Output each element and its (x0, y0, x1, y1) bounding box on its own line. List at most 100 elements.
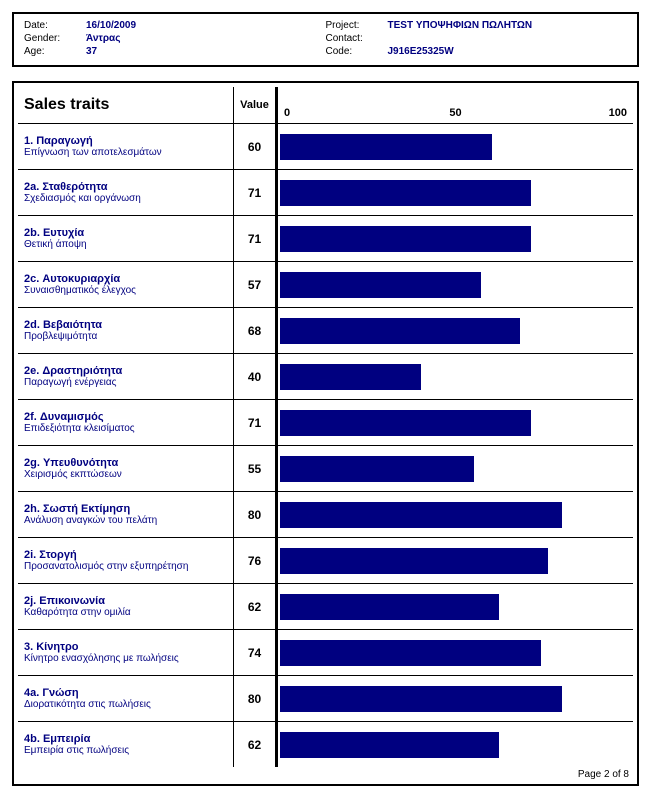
trait-row: 1. ΠαραγωγήΕπίγνωση των αποτελεσμάτων60 (18, 123, 633, 169)
trait-label: 3. ΚίνητροΚίνητρο ενασχόλησης με πωλήσει… (18, 630, 234, 675)
trait-row: 2a. ΣταθερότηταΣχεδιασμός και οργάνωση71 (18, 169, 633, 215)
trait-bar-cell (278, 124, 633, 169)
value-column-header: Value (234, 87, 278, 123)
trait-title: 2e. Δραστηριότητα (24, 365, 227, 377)
trait-bar-cell (278, 722, 633, 767)
trait-value: 62 (234, 722, 278, 767)
trait-title: 2b. Ευτυχία (24, 227, 227, 239)
gender-label: Gender: (24, 33, 86, 44)
trait-subtitle: Προσανατολισμός στην εξυπηρέτηση (24, 561, 227, 572)
trait-row: 2i. ΣτοργήΠροσανατολισμός στην εξυπηρέτη… (18, 537, 633, 583)
trait-bar (280, 502, 562, 528)
scale-max: 100 (609, 107, 627, 119)
trait-row: 2c. ΑυτοκυριαρχίαΣυναισθηματικός έλεγχος… (18, 261, 633, 307)
project-value: TEST ΥΠΟΨΗΦΙΩΝ ΠΩΛΗΤΩΝ (388, 20, 533, 31)
trait-title: 2d. Βεβαιότητα (24, 319, 227, 331)
trait-title: 2g. Υπευθυνότητα (24, 457, 227, 469)
trait-value: 68 (234, 308, 278, 353)
trait-subtitle: Επιδεξιότητα κλεισίματος (24, 423, 227, 434)
trait-bar (280, 180, 531, 206)
trait-label: 2i. ΣτοργήΠροσανατολισμός στην εξυπηρέτη… (18, 538, 234, 583)
trait-title: 1. Παραγωγή (24, 135, 227, 147)
trait-bar (280, 548, 548, 574)
trait-row: 2h. Σωστή ΕκτίμησηΑνάλυση αναγκών του πε… (18, 491, 633, 537)
trait-subtitle: Σχεδιασμός και οργάνωση (24, 193, 227, 204)
trait-row: 3. ΚίνητροΚίνητρο ενασχόλησης με πωλήσει… (18, 629, 633, 675)
trait-row: 4a. ΓνώσηΔιορατικότητα στις πωλήσεις80 (18, 675, 633, 721)
trait-value: 74 (234, 630, 278, 675)
trait-bar-cell (278, 308, 633, 353)
trait-bar (280, 272, 481, 298)
trait-label: 1. ΠαραγωγήΕπίγνωση των αποτελεσμάτων (18, 124, 234, 169)
scale-min: 0 (284, 107, 290, 119)
trait-bar (280, 318, 520, 344)
trait-label: 2f. ΔυναμισμόςΕπιδεξιότητα κλεισίματος (18, 400, 234, 445)
info-row: Date: 16/10/2009 Gender: Άντρας Age: 37 … (24, 20, 627, 57)
trait-label: 4a. ΓνώσηΔιορατικότητα στις πωλήσεις (18, 676, 234, 721)
trait-value: 71 (234, 216, 278, 261)
trait-label: 2e. ΔραστηριότηταΠαραγωγή ενέργειας (18, 354, 234, 399)
trait-bar (280, 640, 541, 666)
contact-label: Contact: (326, 33, 388, 44)
code-label: Code: (326, 46, 388, 57)
table-header-row: Sales traits Value 0 50 100 (18, 87, 633, 123)
trait-subtitle: Εμπειρία στις πωλήσεις (24, 745, 227, 756)
trait-label: 2a. ΣταθερότηταΣχεδιασμός και οργάνωση (18, 170, 234, 215)
traits-body: 1. ΠαραγωγήΕπίγνωση των αποτελεσμάτων602… (18, 123, 633, 767)
trait-row: 2b. ΕυτυχίαΘετική άποψη71 (18, 215, 633, 261)
trait-bar-cell (278, 216, 633, 261)
trait-subtitle: Θετική άποψη (24, 239, 227, 250)
trait-bar (280, 410, 531, 436)
trait-value: 76 (234, 538, 278, 583)
trait-label: 2b. ΕυτυχίαΘετική άποψη (18, 216, 234, 261)
trait-row: 2d. ΒεβαιότηταΠροβλεψιμότητα68 (18, 307, 633, 353)
trait-subtitle: Επίγνωση των αποτελεσμάτων (24, 147, 227, 158)
trait-subtitle: Ανάλυση αναγκών του πελάτη (24, 515, 227, 526)
trait-value: 80 (234, 492, 278, 537)
trait-title: 2f. Δυναμισμός (24, 411, 227, 423)
trait-bar (280, 134, 492, 160)
trait-title: 4b. Εμπειρία (24, 733, 227, 745)
traits-table: Sales traits Value 0 50 100 1. ΠαραγωγήΕ… (12, 81, 639, 786)
trait-title: 4a. Γνώση (24, 687, 227, 699)
trait-bar (280, 456, 474, 482)
trait-label: 4b. ΕμπειρίαΕμπειρία στις πωλήσεις (18, 722, 234, 767)
trait-label: 2g. ΥπευθυνότηταΧειρισμός εκπτώσεων (18, 446, 234, 491)
trait-title: 2c. Αυτοκυριαρχία (24, 273, 227, 285)
trait-subtitle: Προβλεψιμότητα (24, 331, 227, 342)
trait-subtitle: Καθαρότητα στην ομιλία (24, 607, 227, 618)
trait-bar (280, 226, 531, 252)
trait-bar-cell (278, 446, 633, 491)
code-value: J916E25325W (388, 46, 454, 57)
trait-value: 57 (234, 262, 278, 307)
trait-value: 71 (234, 170, 278, 215)
trait-title: 2h. Σωστή Εκτίμηση (24, 503, 227, 515)
trait-title: 3. Κίνητρο (24, 641, 227, 653)
trait-row: 2g. ΥπευθυνότηταΧειρισμός εκπτώσεων55 (18, 445, 633, 491)
trait-bar (280, 686, 562, 712)
info-col-left: Date: 16/10/2009 Gender: Άντρας Age: 37 (24, 20, 326, 57)
trait-title: 2i. Στοργή (24, 549, 227, 561)
info-box: Date: 16/10/2009 Gender: Άντρας Age: 37 … (12, 12, 639, 67)
trait-row: 2f. ΔυναμισμόςΕπιδεξιότητα κλεισίματος71 (18, 399, 633, 445)
date-value: 16/10/2009 (86, 20, 136, 31)
trait-bar-cell (278, 584, 633, 629)
trait-bar-cell (278, 354, 633, 399)
trait-row: 4b. ΕμπειρίαΕμπειρία στις πωλήσεις62 (18, 721, 633, 767)
trait-label: 2j. ΕπικοινωνίαΚαθαρότητα στην ομιλία (18, 584, 234, 629)
trait-bar-cell (278, 262, 633, 307)
trait-bar-cell (278, 630, 633, 675)
trait-title: 2a. Σταθερότητα (24, 181, 227, 193)
page-footer: Page 2 of 8 (18, 767, 633, 780)
scale-mid: 50 (449, 107, 461, 119)
table-title: Sales traits (18, 87, 234, 123)
trait-row: 2e. ΔραστηριότηταΠαραγωγή ενέργειας40 (18, 353, 633, 399)
trait-label: 2c. ΑυτοκυριαρχίαΣυναισθηματικός έλεγχος (18, 262, 234, 307)
trait-bar-cell (278, 170, 633, 215)
scale-header: 0 50 100 (278, 87, 633, 123)
trait-value: 60 (234, 124, 278, 169)
trait-bar (280, 594, 499, 620)
trait-label: 2d. ΒεβαιότηταΠροβλεψιμότητα (18, 308, 234, 353)
trait-row: 2j. ΕπικοινωνίαΚαθαρότητα στην ομιλία62 (18, 583, 633, 629)
age-label: Age: (24, 46, 86, 57)
